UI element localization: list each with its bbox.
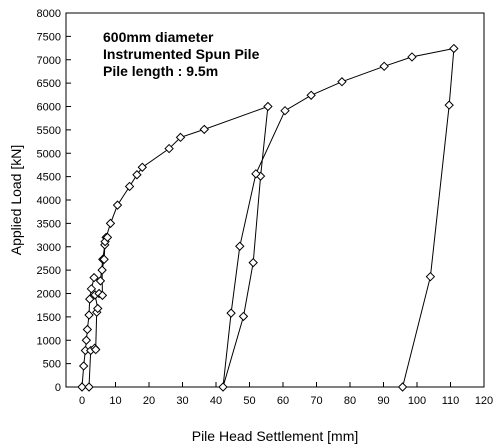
data-point-marker <box>84 310 94 320</box>
data-point-marker <box>218 382 228 392</box>
data-point-marker <box>425 271 436 282</box>
data-point-marker <box>306 90 316 100</box>
y-tick-label: 3500 <box>37 218 61 230</box>
data-point-marker <box>93 303 103 314</box>
data-point-marker <box>77 382 87 392</box>
x-tick-label: 110 <box>442 395 460 407</box>
x-tick-label: 50 <box>243 395 255 407</box>
data-point-marker <box>407 52 417 62</box>
y-tick-label: 7000 <box>37 55 61 67</box>
data-point-marker <box>226 308 236 318</box>
data-point-marker <box>82 324 93 335</box>
data-point-marker <box>97 290 108 301</box>
data-point-marker <box>263 101 273 112</box>
y-tick-label: 5000 <box>37 148 61 160</box>
data-point-marker <box>199 124 209 135</box>
x-tick-label: 60 <box>277 395 289 407</box>
x-tick-label: 10 <box>109 395 121 407</box>
data-point-marker <box>84 294 95 304</box>
y-tick-label: 3000 <box>37 242 61 254</box>
data-point-marker <box>449 43 459 54</box>
data-point-marker <box>379 61 389 72</box>
data-point-marker <box>81 335 92 345</box>
x-tick-label: 90 <box>377 395 389 407</box>
annotation-line-2: Instrumented Spun Pile <box>103 46 260 62</box>
y-tick-label: 6500 <box>37 78 61 90</box>
plot-frame <box>65 12 485 388</box>
y-tick-label: 7500 <box>37 31 61 43</box>
data-point-marker <box>95 276 106 286</box>
axis-ticks: 0 10 20 30 40 50 60 70 80 90 100 110 120 0 500 1000 1500… <box>37 8 494 407</box>
y-tick-label: 0 <box>55 382 61 394</box>
y-axis-title: Applied Load [kN] <box>8 145 24 256</box>
data-point-marker <box>251 169 261 179</box>
data-point-marker <box>280 106 290 116</box>
data-point-marker <box>102 232 113 243</box>
x-axis-title: Pile Head Settlement [mm] <box>192 428 359 444</box>
data-point-marker <box>105 218 116 229</box>
data-point-marker <box>86 284 97 294</box>
data-point-marker <box>91 344 101 355</box>
annotation-line-1: 600mm diameter <box>103 29 214 45</box>
data-point-marker <box>78 361 89 371</box>
data-point-marker <box>175 132 186 143</box>
series-markers <box>77 43 459 392</box>
x-tick-label: 80 <box>344 395 356 407</box>
y-tick-label: 4000 <box>37 195 61 207</box>
data-point-marker <box>97 265 107 275</box>
data-point-marker <box>99 254 109 265</box>
y-tick-label: 6000 <box>37 102 61 114</box>
y-tick-label: 8000 <box>37 8 61 20</box>
data-point-marker <box>238 311 249 322</box>
data-point-marker <box>84 382 94 392</box>
y-tick-label: 1500 <box>37 312 61 324</box>
y-tick-label: 1000 <box>37 335 61 347</box>
y-tick-label: 500 <box>43 359 61 371</box>
annotation-line-3: Pile length : 9.5m <box>103 63 218 79</box>
data-point-marker <box>124 181 135 192</box>
data-point-marker <box>112 200 123 210</box>
x-tick-label: 30 <box>176 395 188 407</box>
y-tick-label: 4500 <box>37 172 61 184</box>
data-point-marker <box>89 272 99 283</box>
y-tick-label: 5500 <box>37 125 61 137</box>
annotation-box: 600mm diameter Instrumented Spun Pile Pi… <box>103 29 260 79</box>
data-point-marker <box>248 257 258 268</box>
data-point-marker <box>444 100 454 110</box>
data-point-marker <box>132 170 142 180</box>
y-tick-label: 2000 <box>37 289 61 301</box>
data-point-marker <box>235 241 245 251</box>
x-tick-label: 40 <box>210 395 222 407</box>
data-point-marker <box>164 143 174 154</box>
x-tick-label: 70 <box>310 395 322 407</box>
x-tick-label: 20 <box>143 395 155 407</box>
x-tick-label: 120 <box>475 395 493 407</box>
x-tick-label: 100 <box>408 395 426 407</box>
data-point-marker <box>137 162 148 172</box>
data-point-marker <box>337 77 347 87</box>
x-tick-label: 0 <box>79 395 85 407</box>
y-tick-label: 2500 <box>37 265 61 277</box>
data-point-marker <box>397 382 408 392</box>
